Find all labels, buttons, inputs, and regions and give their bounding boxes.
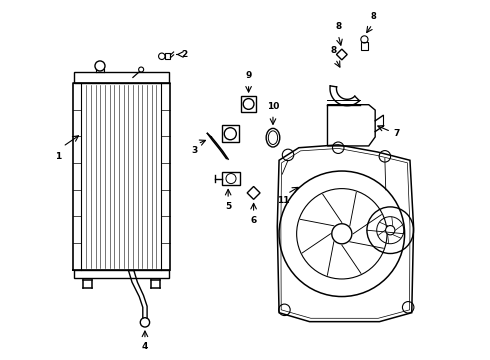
Text: 11: 11	[277, 196, 290, 205]
Text: 9: 9	[245, 71, 252, 80]
Text: 5: 5	[225, 202, 231, 211]
Text: 10: 10	[267, 102, 279, 111]
Text: 8: 8	[335, 22, 342, 31]
Text: 8: 8	[370, 13, 376, 22]
Text: 4: 4	[142, 342, 148, 351]
Text: 6: 6	[250, 216, 257, 225]
Text: 7: 7	[394, 129, 400, 138]
Text: 2: 2	[181, 50, 188, 59]
Text: 1: 1	[55, 152, 62, 161]
Circle shape	[386, 226, 395, 235]
Circle shape	[332, 224, 352, 244]
Text: 8: 8	[331, 46, 337, 55]
Text: 3: 3	[191, 146, 197, 155]
